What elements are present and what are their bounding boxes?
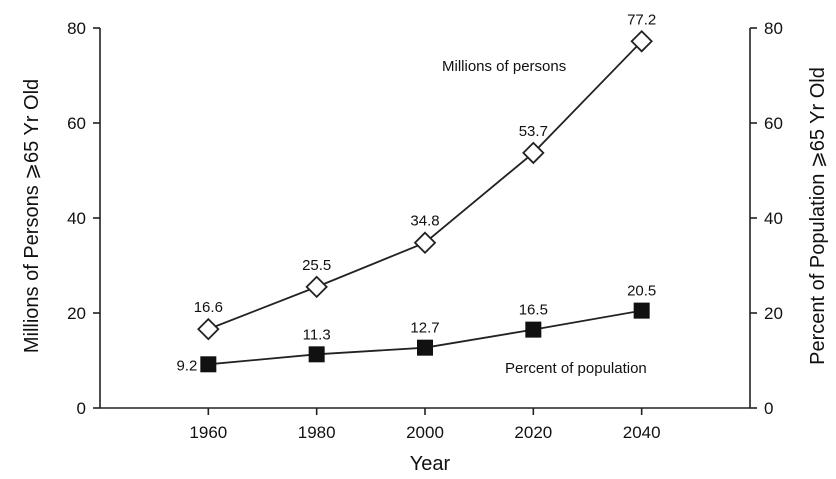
x-tick-label: 1960 (189, 423, 227, 442)
x-tick-label: 2000 (406, 423, 444, 442)
y-tick-label-left: 40 (67, 209, 86, 228)
point-percent (417, 339, 433, 356)
data-labels: 16.6 25.5 34.8 53.7 77.2 9.2 11.3 12.7 16.5 20.5 (176, 11, 656, 374)
point-percent (308, 346, 325, 363)
series-line-percent (208, 309, 642, 366)
x-tick-label: 2040 (623, 423, 661, 442)
point-percent (200, 356, 217, 373)
point-millions (630, 30, 653, 53)
series-line-millions (208, 40, 643, 330)
data-label-percent: 16.5 (519, 302, 548, 319)
y-tick-label-left: 80 (67, 19, 86, 38)
data-label-millions: 25.5 (302, 257, 331, 274)
y-tick-label-right: 0 (764, 399, 773, 418)
data-label-percent: 20.5 (627, 283, 656, 300)
point-millions (197, 317, 220, 341)
y-axis-left-title: Millions of Persons ⩾65 Yr Old (21, 79, 43, 353)
series-label-percent: Percent of population (505, 360, 647, 377)
point-percent (525, 321, 542, 338)
point-millions (522, 141, 545, 165)
y-tick-label-left: 60 (67, 114, 86, 133)
data-label-millions: 16.6 (194, 299, 223, 316)
y-tick-label-left: 0 (77, 399, 86, 418)
data-label-percent: 9.2 (176, 357, 197, 374)
data-label-millions: 77.2 (627, 11, 656, 28)
y-tick-label-left: 20 (67, 304, 86, 323)
x-tick-label: 1980 (298, 423, 336, 442)
data-label-millions: 53.7 (519, 123, 548, 140)
y-axis-right-title: Percent of Population ⩾65 Yr Old (807, 67, 829, 365)
point-millions (305, 275, 328, 299)
data-label-percent: 11.3 (303, 326, 331, 343)
data-label-percent: 12.7 (410, 320, 439, 337)
x-axis-title: Year (410, 453, 451, 475)
series-group (197, 30, 653, 373)
point-percent (633, 302, 650, 319)
data-label-millions: 34.8 (410, 213, 439, 230)
y-tick-label-right: 60 (764, 114, 783, 133)
x-tick-label: 2020 (514, 423, 552, 442)
y-tick-label-right: 20 (764, 304, 783, 323)
point-millions (413, 231, 437, 254)
y-tick-label-right: 80 (764, 19, 783, 38)
series-label-millions: Millions of persons (442, 58, 566, 75)
y-tick-label-right: 40 (764, 209, 783, 228)
